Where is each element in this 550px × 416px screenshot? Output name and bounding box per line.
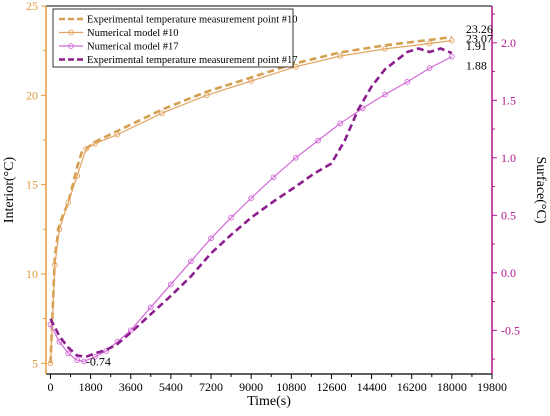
- series-point: [337, 120, 344, 127]
- series-point: [270, 174, 277, 181]
- annotation-label: 1.91: [466, 39, 487, 53]
- series-point: [56, 338, 63, 345]
- legend-label: Experimental temperature measurement poi…: [87, 15, 298, 26]
- series-3: [47, 53, 455, 365]
- legend-entry: Numerical model #10: [59, 28, 179, 39]
- series-line: [49, 56, 453, 363]
- series-point: [81, 358, 87, 365]
- series-point: [47, 360, 54, 367]
- legend-label: Numerical model #10: [87, 28, 179, 39]
- right-y-tick-label: -0.5: [501, 323, 520, 337]
- x-axis-title: Time(s): [247, 394, 291, 409]
- series-4: [49, 47, 453, 359]
- left-axis-title: Interior(°C): [2, 157, 17, 224]
- x-tick-label: 0: [47, 380, 53, 394]
- series-point: [208, 235, 214, 242]
- ticks-layer: 0 1800 3600 5400 7200 9000 10800 12600 14400 1620…: [26, 0, 520, 394]
- left-y-tick-label: 15: [26, 178, 38, 192]
- annotation-label: 23.07: [466, 31, 493, 45]
- right-y-tick-label: 1.5: [501, 93, 516, 107]
- series-point: [56, 226, 63, 233]
- series-point: [337, 53, 344, 59]
- series-point: [65, 199, 72, 206]
- legend-box: [52, 8, 294, 68]
- right-y-tick-label: 0.5: [501, 208, 516, 222]
- series-line: [49, 39, 452, 364]
- x-tick-label: 1800: [79, 380, 103, 394]
- x-tick-label: 9000: [239, 380, 263, 394]
- series-point: [168, 281, 174, 288]
- right-axis-title: Surface(°C): [533, 156, 548, 223]
- legend-entry: Experimental temperature measurement poi…: [59, 15, 298, 26]
- series-point: [92, 140, 98, 147]
- left-y-tick-label: 5: [32, 356, 38, 370]
- series-point: [159, 110, 165, 117]
- series-point: [426, 40, 433, 47]
- x-tick-label: 16200: [397, 380, 427, 394]
- x-tick-label: 7200: [199, 380, 223, 394]
- annotation-label: -0.74: [86, 354, 111, 368]
- plot-frame: [45, 5, 493, 375]
- series-point: [188, 258, 194, 265]
- series-point: [203, 92, 210, 99]
- x-tick-label: 3600: [119, 380, 143, 394]
- series-point: [292, 154, 299, 161]
- series-2: [47, 37, 455, 367]
- series-point: [248, 78, 255, 84]
- series-point: [382, 91, 388, 98]
- legend-entry: Experimental temperature measurement poi…: [59, 55, 298, 66]
- series-point: [65, 350, 72, 357]
- x-tick-label: 18000: [437, 380, 467, 394]
- x-tick-label: 5400: [159, 380, 183, 394]
- series-point: [114, 131, 121, 138]
- legend-entry: Numerical model #17: [59, 42, 179, 53]
- x-tick-label: 10800: [276, 380, 306, 394]
- x-tick-label: 19800: [477, 380, 507, 394]
- series-point: [449, 37, 455, 44]
- series-point: [449, 53, 455, 60]
- series-point: [315, 137, 321, 144]
- legend: Experimental temperature measurement poi…: [52, 8, 298, 68]
- legend-marker: [68, 29, 74, 36]
- series-point: [382, 46, 388, 52]
- annotation-label: 23.26: [466, 22, 493, 36]
- left-y-tick-label: 25: [26, 0, 38, 13]
- x-tick-label: 12600: [316, 380, 346, 394]
- right-y-tick-label: 1.0: [501, 151, 516, 165]
- annotation-label: 1.88: [466, 59, 487, 73]
- left-y-tick-label: 10: [26, 267, 38, 281]
- series-point: [103, 348, 110, 354]
- series-line: [49, 47, 453, 359]
- series-point: [404, 79, 411, 85]
- series-point: [83, 146, 89, 152]
- right-y-tick-label: 0.0: [501, 266, 516, 280]
- series-point: [127, 327, 134, 334]
- legend-marker: [68, 43, 74, 49]
- series-point: [147, 304, 154, 311]
- series-point: [74, 357, 81, 364]
- series-point: [426, 65, 433, 71]
- legend-label: Experimental temperature measurement poi…: [87, 55, 298, 66]
- right-y-tick-label: 2.0: [501, 36, 516, 50]
- series-point: [228, 214, 234, 221]
- series-point: [248, 195, 255, 201]
- series-point: [74, 172, 81, 179]
- series-layer: [47, 35, 455, 367]
- series-point: [92, 353, 98, 360]
- left-y-tick-label: 20: [26, 88, 38, 102]
- legend-label: Numerical model #17: [87, 42, 179, 53]
- series-point: [52, 262, 58, 268]
- x-tick-label: 14400: [357, 380, 387, 394]
